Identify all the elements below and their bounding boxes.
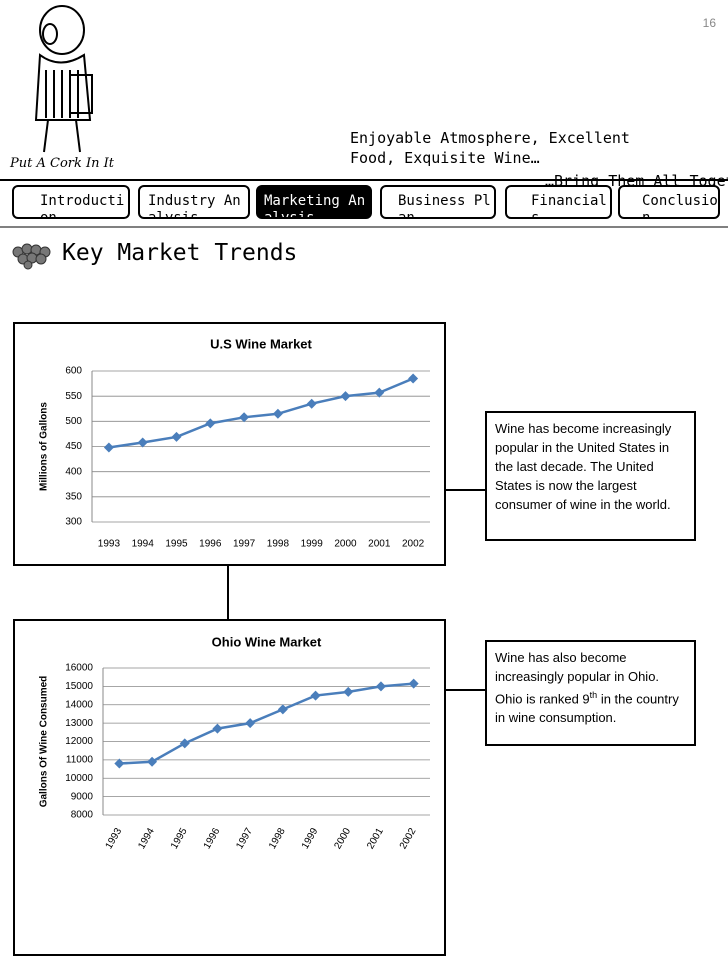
x-tick-label: 1999 (301, 539, 324, 550)
data-point (179, 738, 190, 749)
y-tick-label: 12000 (65, 736, 93, 747)
y-tick-label: 500 (65, 416, 82, 427)
chart-frame (13, 619, 446, 956)
y-tick-label: 8000 (71, 810, 94, 821)
nav-tab[interactable]: Marketing Analysis (256, 185, 372, 219)
x-tick-label: 1994 (132, 539, 155, 550)
x-tick-label: 2002 (402, 539, 425, 550)
tagline: Enjoyable Atmosphere, Excellent Food, Ex… (350, 129, 630, 167)
x-tick-label: 1995 (165, 539, 188, 550)
data-point (277, 704, 288, 715)
nav-tab[interactable]: Introduction (12, 185, 130, 219)
series-line (119, 682, 414, 765)
y-axis-title: Millions of Gallons (39, 402, 50, 491)
x-tick-label: 2001 (368, 539, 391, 550)
data-point (408, 678, 419, 689)
note-text: Wine has also become increasingly popula… (495, 650, 660, 707)
y-tick-label: 16000 (65, 663, 93, 674)
y-tick-label: 550 (65, 391, 82, 402)
data-point (245, 718, 256, 729)
logo (34, 5, 93, 153)
note: Wine has also become increasingly popula… (485, 640, 696, 746)
data-point (171, 431, 182, 442)
nav-tab[interactable]: Financials (505, 185, 612, 219)
series-line (108, 377, 414, 449)
y-tick-label: 300 (65, 517, 82, 528)
data-point (374, 387, 385, 398)
y-tick-label: 9000 (71, 791, 94, 802)
charts: U.S Wine Market Millions of Gallons 300 350… (39, 336, 430, 851)
note-sup: th (589, 690, 598, 700)
y-tick-label: 350 (65, 491, 82, 502)
y-axis-title: Gallons Of Wine Consumed (39, 676, 50, 808)
chart-frame (13, 322, 446, 566)
data-point (239, 412, 250, 423)
nav-tab[interactable]: Conclusion (618, 185, 720, 219)
note-text: in the country in wine consumption. (495, 691, 679, 726)
data-point (212, 723, 223, 734)
logo-caption: Put A Cork In It (10, 156, 114, 171)
y-tick-label: 14000 (65, 699, 93, 710)
data-point (310, 690, 321, 701)
data-point (103, 442, 114, 453)
y-tick-label: 450 (65, 441, 82, 452)
y-tick-label: 15000 (65, 681, 93, 692)
data-point (205, 418, 216, 429)
y-tick-label: 13000 (65, 718, 93, 729)
x-tick-label: 1996 (199, 539, 222, 550)
x-tick-label: 1997 (233, 539, 256, 550)
x-tick-label: 2000 (334, 539, 357, 550)
page-number: 16 (702, 16, 716, 30)
nav-tab[interactable]: Industry Analysis (138, 185, 250, 219)
chart-title: Ohio Wine Market (212, 634, 322, 649)
x-tick-label: 1998 (267, 539, 290, 550)
data-point (375, 681, 386, 692)
data-point (272, 408, 283, 419)
heading: Key Market Trends (62, 240, 298, 266)
grapes-icon (12, 243, 51, 270)
note: Wine has become increasingly popular in … (485, 411, 696, 541)
y-tick-label: 10000 (65, 773, 93, 784)
data-point (306, 398, 317, 409)
data-point (114, 758, 125, 769)
data-point (147, 756, 158, 767)
nav-tab[interactable]: Business Plan (380, 185, 496, 219)
data-point (408, 373, 419, 384)
data-point (137, 437, 148, 448)
data-point (343, 686, 354, 697)
x-tick-label: 1993 (98, 539, 121, 550)
chart-title: U.S Wine Market (210, 336, 312, 351)
y-tick-label: 600 (65, 366, 82, 377)
data-point (340, 391, 351, 402)
y-tick-label: 11000 (66, 755, 94, 766)
y-tick-label: 400 (65, 466, 82, 477)
